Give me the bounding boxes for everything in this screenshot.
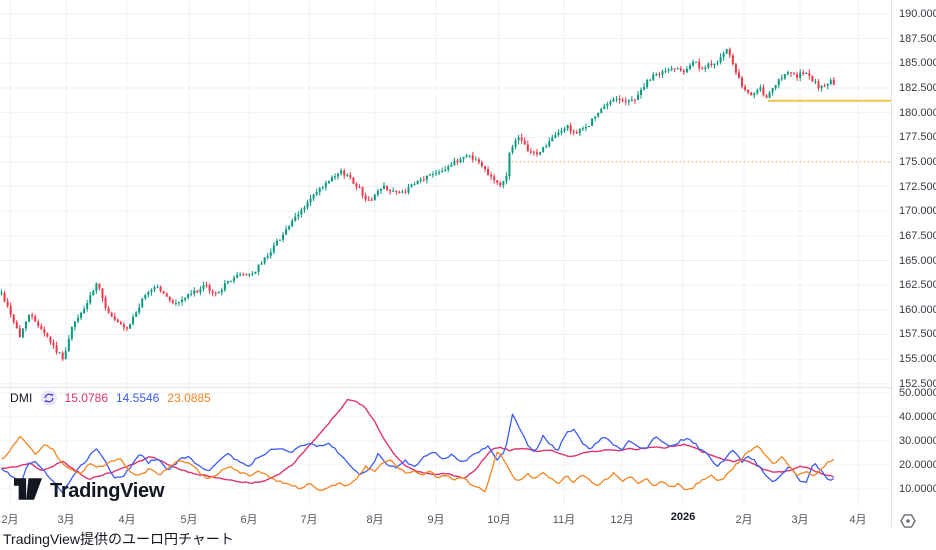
- axis-tick-label: 10.0000: [899, 483, 936, 495]
- tradingview-logo-icon: [14, 478, 42, 505]
- dmi-legend: DMI 15.0786 14.5546 23.0885: [10, 390, 211, 406]
- price-grid: [0, 0, 891, 388]
- time-tick-label: 4月: [849, 514, 867, 526]
- time-tick-label: 4月: [118, 514, 136, 526]
- time-tick-label: 3月: [791, 514, 809, 526]
- tradingview-logo[interactable]: TradingView: [14, 478, 164, 505]
- time-tick-label: 7月: [300, 514, 318, 526]
- time-tick-label: 2026: [670, 511, 696, 523]
- axis-tick-label: 50.0000: [899, 387, 936, 399]
- dmi-indicator-canvas[interactable]: [0, 388, 891, 505]
- time-tick-label: 2月: [735, 514, 753, 526]
- sync-icon: [40, 390, 57, 406]
- dmi-value-adx: 15.0786: [64, 391, 108, 405]
- axis-tick-label: 172.500: [899, 180, 936, 193]
- time-tick-label: 10月: [487, 514, 511, 526]
- axis-tick-label: 190.000: [899, 8, 936, 20]
- time-tick-label: 3月: [57, 514, 75, 526]
- tradingview-logo-text: TradingView: [50, 480, 165, 502]
- axis-tick-label: 175.000: [899, 155, 936, 168]
- time-tick-label: 8月: [366, 514, 384, 526]
- axis-tick-label: 30.0000: [899, 435, 936, 447]
- time-tick-label: 12月: [610, 514, 634, 526]
- axis-tick-label: 162.500: [899, 279, 936, 292]
- time-tick-label: 6月: [240, 514, 258, 526]
- axis-tick-label: 165.000: [899, 254, 936, 267]
- time-tick-label: 2月: [1, 514, 19, 526]
- dmi-grid: [0, 388, 891, 505]
- axis-tick-label: 160.000: [899, 303, 936, 316]
- dmi-line-adx: [1, 398, 835, 485]
- axis-tick-label: 20.0000: [899, 459, 936, 471]
- time-tick-label: 5月: [180, 514, 198, 526]
- price-chart-canvas[interactable]: [0, 0, 891, 388]
- axis-tick-label: 185.000: [899, 57, 936, 70]
- axis-tick-label: 170.000: [899, 205, 936, 218]
- axis-tick-label: 152.500: [899, 377, 936, 390]
- dmi-legend-label[interactable]: DMI: [10, 391, 33, 405]
- time-tick-label: 11月: [552, 514, 576, 526]
- axis-tick-label: 187.500: [899, 32, 936, 45]
- axis-tick-label: 40.0000: [899, 411, 936, 423]
- time-axis[interactable]: 2月 3月 4月 5月 6月 7月 8月 9月 10月 11月 12月 2026 2月 3月 4月: [0, 505, 891, 527]
- axis-tick-label: 182.500: [899, 81, 936, 94]
- dmi-line-minus_di: [1, 435, 835, 493]
- axis-tick-label: 155.000: [899, 353, 936, 366]
- axis-tick-label: 157.500: [899, 328, 936, 341]
- axis-tick-label: 167.500: [899, 229, 936, 242]
- axis-tick-label: 177.500: [899, 131, 936, 144]
- candles: [0, 47, 835, 362]
- axis-tick-label: 180.000: [899, 106, 936, 119]
- dmi-line-plus_di: [1, 413, 835, 494]
- price-axis[interactable]: 190.000 187.500 185.000 182.500 180.000 177.5…: [891, 0, 936, 527]
- dmi-value-minus-di: 23.0885: [167, 391, 211, 405]
- time-tick-label: 9月: [427, 514, 445, 526]
- settings-gear-icon[interactable]: [899, 512, 917, 530]
- dmi-value-plus-di: 14.5546: [116, 391, 160, 405]
- pane-separator[interactable]: [0, 387, 936, 388]
- chart-caption[interactable]: TradingView提供のユーロ円チャート: [3, 531, 234, 547]
